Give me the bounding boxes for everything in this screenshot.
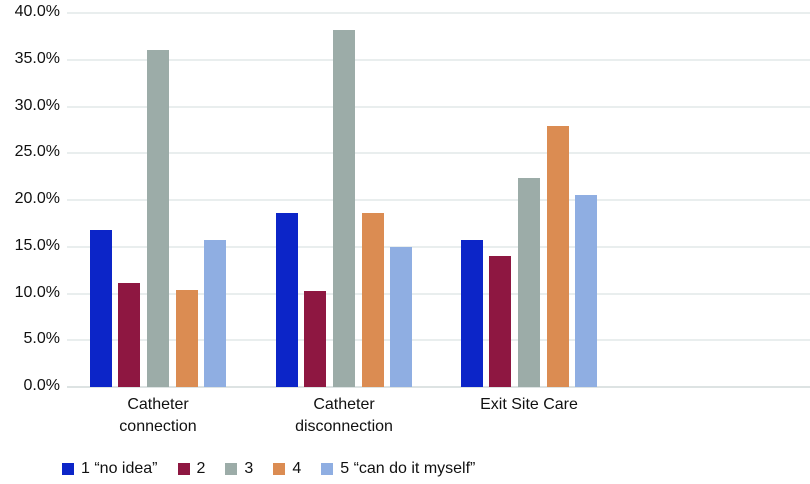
legend-item-2: 2 bbox=[177, 460, 206, 478]
bar-series2-group3 bbox=[489, 256, 512, 387]
legend-item-3: 3 bbox=[225, 460, 253, 478]
gridline bbox=[67, 339, 810, 342]
y-tick-label: 20.0% bbox=[14, 190, 60, 207]
bar-series5-group1 bbox=[204, 240, 227, 387]
y-tick-label: 10.0% bbox=[14, 283, 60, 301]
gridline bbox=[67, 199, 810, 201]
legend-label: 3 bbox=[244, 460, 254, 477]
bar-series3-group3 bbox=[518, 178, 540, 387]
y-tick-label: 40.0% bbox=[14, 3, 60, 20]
bar-series4-group1 bbox=[175, 289, 198, 387]
legend-swatch-icon bbox=[225, 463, 238, 475]
gridline bbox=[67, 152, 810, 155]
y-tick-label: 35.0% bbox=[14, 49, 60, 67]
legend-label: 2 bbox=[196, 460, 206, 477]
category-label: Catheter connection bbox=[119, 396, 197, 435]
legend-item-4: 4 bbox=[273, 460, 301, 478]
legend-swatch-icon bbox=[177, 463, 190, 475]
gridline bbox=[67, 245, 810, 248]
category-label: Exit Site Care bbox=[480, 396, 578, 413]
y-tick-label: 0.0% bbox=[23, 377, 60, 394]
y-tick-label: 25.0% bbox=[14, 143, 60, 161]
category-label: Catheter disconnection bbox=[295, 396, 393, 435]
bar-series4-group2 bbox=[361, 213, 384, 387]
legend-swatch-icon bbox=[321, 463, 334, 475]
legend-label: 4 bbox=[292, 460, 302, 477]
legend-swatch-icon bbox=[273, 463, 286, 475]
y-tick-label: 30.0% bbox=[14, 96, 60, 114]
bar-series5-group2 bbox=[390, 246, 413, 387]
bar-series2-group1 bbox=[118, 283, 141, 387]
bar-series3-group1 bbox=[147, 50, 169, 387]
bar-series1-group1 bbox=[89, 229, 112, 387]
legend-label: 1 “no idea” bbox=[81, 460, 158, 477]
gridline bbox=[67, 58, 810, 61]
gridline bbox=[67, 292, 810, 295]
bar-series5-group3 bbox=[575, 195, 598, 387]
legend-item-1: 1 “no idea” bbox=[62, 460, 158, 478]
legend-swatch-icon bbox=[62, 463, 74, 475]
gridline bbox=[67, 105, 810, 108]
bar-series2-group2 bbox=[304, 290, 327, 387]
bar-series4-group3 bbox=[546, 126, 569, 387]
legend-label: 5 “can do it myself” bbox=[340, 460, 476, 477]
y-tick-label: 5.0% bbox=[23, 330, 60, 348]
legend-item-5: 5 “can do it myself” bbox=[321, 460, 475, 478]
bar-series3-group2 bbox=[333, 29, 355, 387]
x-axis-line bbox=[67, 386, 810, 388]
legend: 1 “no idea” 2 3 4 5 “can do it myself” bbox=[62, 460, 475, 478]
gridline bbox=[67, 12, 810, 14]
y-tick-label: 15.0% bbox=[14, 236, 60, 254]
bar-series1-group3 bbox=[460, 240, 483, 387]
bar-series1-group2 bbox=[275, 213, 298, 387]
